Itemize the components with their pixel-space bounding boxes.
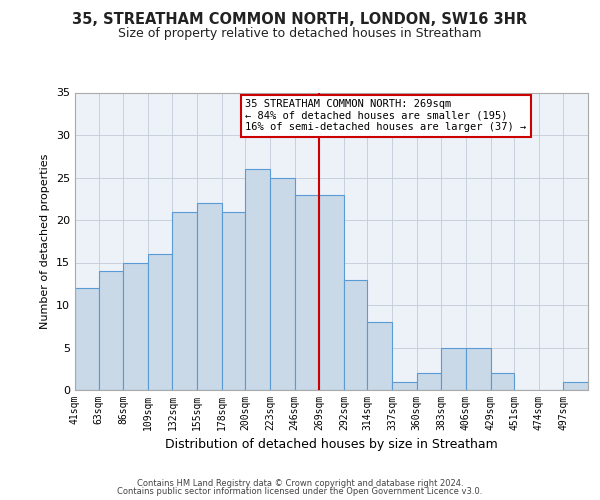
Text: Contains HM Land Registry data © Crown copyright and database right 2024.: Contains HM Land Registry data © Crown c… (137, 478, 463, 488)
Bar (245, 169, 270, 390)
Bar (148, 254, 172, 390)
Bar (416, 373, 441, 390)
Bar (344, 280, 367, 390)
Bar (197, 203, 222, 390)
Text: 35 STREATHAM COMMON NORTH: 269sqm
← 84% of detached houses are smaller (195)
16%: 35 STREATHAM COMMON NORTH: 269sqm ← 84% … (245, 100, 527, 132)
X-axis label: Distribution of detached houses by size in Streatham: Distribution of detached houses by size … (165, 438, 498, 452)
Text: Contains public sector information licensed under the Open Government Licence v3: Contains public sector information licen… (118, 487, 482, 496)
Bar (441, 348, 466, 390)
Bar (392, 382, 416, 390)
Bar (563, 382, 588, 390)
Bar (123, 262, 148, 390)
Bar (319, 194, 344, 390)
Bar (367, 322, 392, 390)
Bar (98, 271, 123, 390)
Bar (466, 348, 491, 390)
Bar (172, 212, 197, 390)
Bar (491, 373, 514, 390)
Bar (295, 194, 319, 390)
Text: Size of property relative to detached houses in Streatham: Size of property relative to detached ho… (118, 28, 482, 40)
Y-axis label: Number of detached properties: Number of detached properties (40, 154, 50, 329)
Bar (222, 212, 245, 390)
Text: 35, STREATHAM COMMON NORTH, LONDON, SW16 3HR: 35, STREATHAM COMMON NORTH, LONDON, SW16… (73, 12, 527, 28)
Bar (75, 288, 98, 390)
Bar (270, 178, 295, 390)
